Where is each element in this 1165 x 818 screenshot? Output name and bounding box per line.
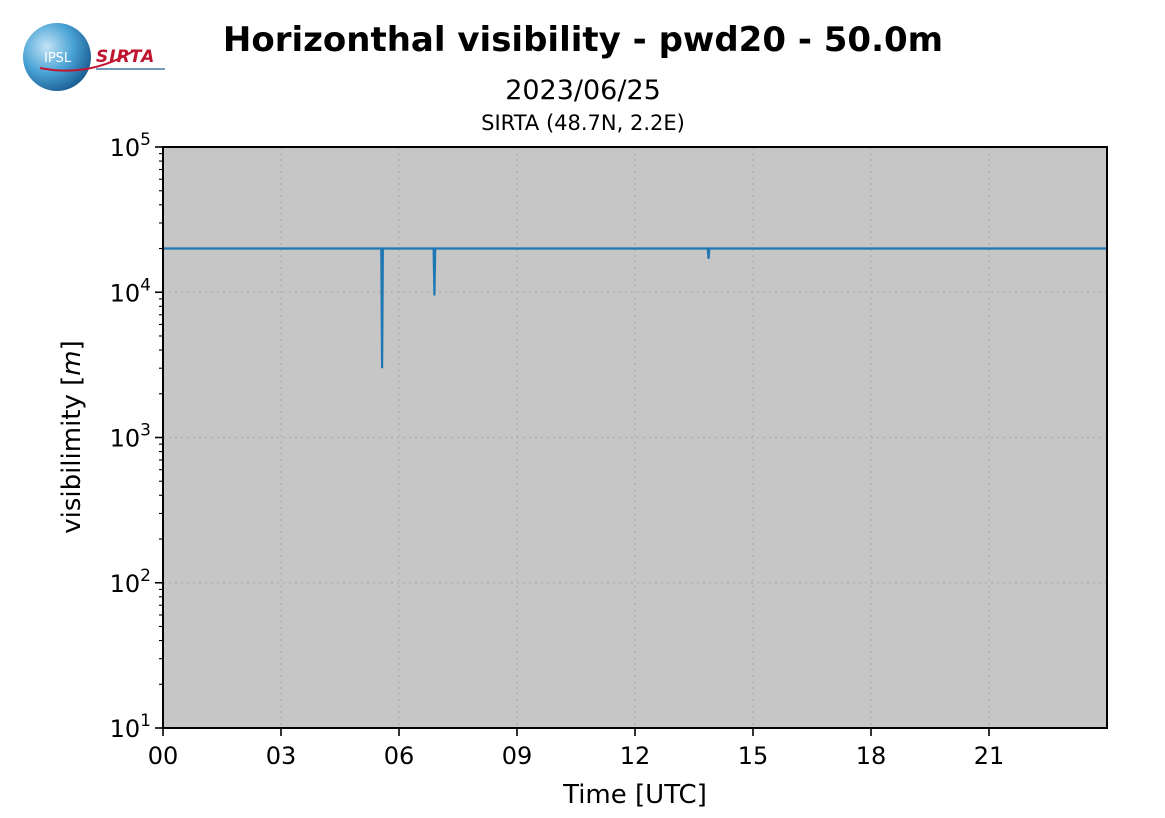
y-tick-label: 104 [110,275,151,307]
x-tick-label: 03 [266,742,297,770]
ipsl-logo-text: IPSL [44,51,72,66]
sirta-logo-text: SIRTA [96,47,155,67]
chart-subtitle: 2023/06/25 [505,75,661,106]
visibility-series-line [163,247,1107,369]
y-axis-label-text: visibilimity [ [57,376,87,534]
x-tick-label: 18 [856,742,887,770]
series-layer [163,247,1107,369]
x-tick-label: 09 [502,742,533,770]
y-tick-label: 102 [110,566,151,598]
x-tick-label: 12 [620,742,651,770]
x-tick-label: 06 [384,742,415,770]
logo-swoosh [39,49,136,72]
globe-icon [23,23,91,91]
chart-title: Horizonthal visibility - pwd20 - 50.0m [223,20,943,60]
x-tick-label: 00 [148,742,179,770]
y-tick-label: 101 [110,711,151,743]
y-tick-label: 105 [110,130,151,162]
y-axis-label: visibilimity [m] [57,340,87,534]
chart-location: SIRTA (48.7N, 2.2E) [481,111,685,135]
axis-ticks: 00 03 06 09 12 15 18 21 101 102 103 104 105 [110,130,1005,770]
y-axis-label-unit: m [57,350,87,375]
x-tick-label: 21 [974,742,1005,770]
y-axis-label-close: ] [57,340,87,350]
x-tick-label: 15 [738,742,769,770]
x-axis-label: Time [UTC] [562,780,707,810]
y-tick-label: 103 [110,421,151,453]
ipsl-sirta-logo: IPSL SIRTA [23,23,165,91]
